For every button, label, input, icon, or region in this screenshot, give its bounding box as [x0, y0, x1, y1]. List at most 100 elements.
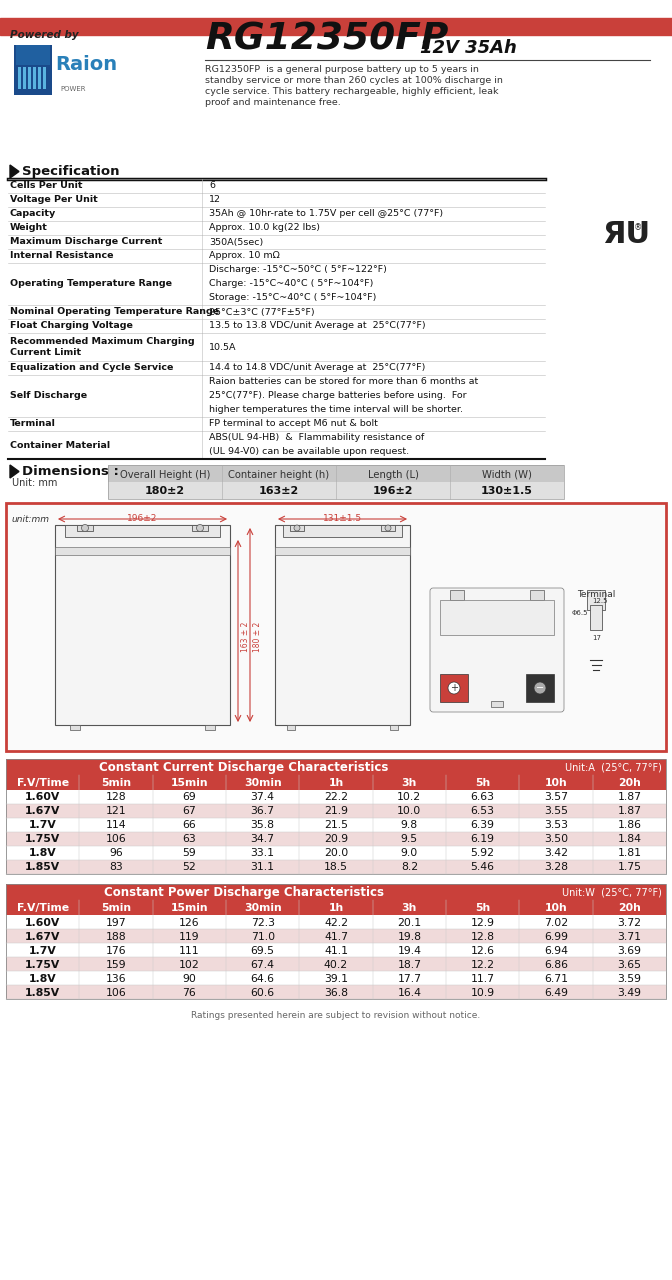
Bar: [14, 45, 52, 95]
Text: 106: 106: [106, 835, 126, 845]
Bar: [6, 846, 666, 860]
Text: ®: ®: [634, 223, 642, 232]
Text: 10.5A: 10.5A: [209, 343, 237, 352]
Text: 52: 52: [183, 863, 196, 873]
Text: 25°C(77°F). Please charge batteries before using.  For: 25°C(77°F). Please charge batteries befo…: [209, 392, 466, 401]
Text: ABS(UL 94-HB)  &  Flammability resistance of: ABS(UL 94-HB) & Flammability resistance …: [209, 434, 424, 443]
Text: 69: 69: [183, 792, 196, 803]
Text: 5h: 5h: [475, 902, 491, 913]
Text: 12.2: 12.2: [470, 960, 495, 969]
Text: 6.63: 6.63: [470, 792, 495, 803]
Text: Charge: -15°C~40°C ( 5°F~104°F): Charge: -15°C~40°C ( 5°F~104°F): [209, 279, 374, 288]
Text: 10.9: 10.9: [470, 987, 495, 997]
Bar: [108, 465, 564, 483]
Text: 35Ah @ 10hr-rate to 1.75V per cell @25°C (77°F): 35Ah @ 10hr-rate to 1.75V per cell @25°C…: [209, 210, 443, 219]
Text: 197: 197: [106, 918, 126, 928]
Bar: [18, 67, 21, 90]
Text: 71.0: 71.0: [251, 932, 275, 942]
Text: 9.0: 9.0: [401, 849, 418, 859]
Text: 1.86: 1.86: [618, 820, 641, 831]
Text: 16.4: 16.4: [397, 987, 421, 997]
Text: 20.9: 20.9: [324, 835, 348, 845]
Text: Storage: -15°C~40°C ( 5°F~104°F): Storage: -15°C~40°C ( 5°F~104°F): [209, 293, 376, 302]
Bar: [381, 525, 395, 531]
Text: 31.1: 31.1: [251, 863, 275, 873]
Text: 1.87: 1.87: [618, 792, 641, 803]
Polygon shape: [10, 165, 19, 178]
Text: 180±2: 180±2: [145, 486, 185, 497]
Text: 128: 128: [106, 792, 126, 803]
Text: 119: 119: [179, 932, 200, 942]
Text: 6.53: 6.53: [470, 806, 495, 817]
Bar: [283, 525, 402, 538]
Text: 121: 121: [106, 806, 126, 817]
Text: 5min: 5min: [101, 778, 131, 788]
Text: 83: 83: [109, 863, 123, 873]
Text: 1.75V: 1.75V: [25, 835, 60, 845]
Text: 21.5: 21.5: [324, 820, 348, 831]
Text: Ratings presented herein are subject to revision without notice.: Ratings presented herein are subject to …: [192, 1010, 480, 1019]
Bar: [390, 724, 398, 730]
Text: Cells Per Unit: Cells Per Unit: [10, 182, 83, 191]
Text: Dimensions :: Dimensions :: [22, 465, 119, 477]
Bar: [33, 67, 36, 90]
Bar: [6, 804, 666, 818]
Text: 136: 136: [106, 974, 126, 983]
Text: 40.2: 40.2: [324, 960, 348, 969]
Bar: [192, 525, 208, 531]
Bar: [43, 67, 46, 90]
Text: 12.8: 12.8: [470, 932, 495, 942]
Text: 90: 90: [182, 974, 196, 983]
Bar: [6, 860, 666, 874]
Text: 1.60V: 1.60V: [25, 918, 60, 928]
Bar: [65, 525, 220, 538]
Text: 20.1: 20.1: [397, 918, 421, 928]
Text: 180 ± 2: 180 ± 2: [253, 622, 262, 652]
Text: unit:mm: unit:mm: [11, 515, 49, 524]
Text: 6.49: 6.49: [544, 987, 568, 997]
Bar: [38, 67, 41, 90]
Text: proof and maintenance free.: proof and maintenance free.: [205, 99, 341, 108]
Text: 6: 6: [209, 182, 215, 191]
Text: 130±1.5: 130±1.5: [481, 486, 533, 497]
Text: 10h: 10h: [544, 902, 567, 913]
Text: 63: 63: [183, 835, 196, 845]
Text: Weight: Weight: [10, 224, 48, 233]
Text: ЯU: ЯU: [602, 220, 650, 250]
Text: 1.7V: 1.7V: [29, 946, 56, 955]
Text: RG12350FP  is a general purpose battery up to 5 years in: RG12350FP is a general purpose battery u…: [205, 65, 479, 74]
Text: 30min: 30min: [244, 778, 282, 788]
Bar: [491, 701, 503, 707]
Circle shape: [385, 525, 391, 531]
Text: 1.8V: 1.8V: [29, 849, 56, 859]
Text: 350A(5sec): 350A(5sec): [209, 238, 263, 247]
Text: 20h: 20h: [618, 778, 641, 788]
Bar: [6, 503, 666, 751]
Text: 15min: 15min: [171, 902, 208, 913]
Text: Container height (h): Container height (h): [228, 470, 329, 480]
Text: 3h: 3h: [402, 902, 417, 913]
Text: RG12350FP: RG12350FP: [205, 20, 448, 58]
Text: Raion: Raion: [55, 55, 117, 74]
Text: Unit: mm: Unit: mm: [12, 477, 57, 488]
Text: 12.9: 12.9: [470, 918, 495, 928]
Text: 1h: 1h: [329, 902, 343, 913]
Text: 20.0: 20.0: [324, 849, 348, 859]
Text: 30min: 30min: [244, 902, 282, 913]
Text: Approx. 10.0 kg(22 lbs): Approx. 10.0 kg(22 lbs): [209, 224, 320, 233]
Text: 1.8V: 1.8V: [29, 974, 56, 983]
Text: (UL 94-V0) can be available upon request.: (UL 94-V0) can be available upon request…: [209, 448, 409, 457]
Text: 25°C±3°C (77°F±5°F): 25°C±3°C (77°F±5°F): [209, 307, 314, 316]
Text: 1.67V: 1.67V: [25, 932, 60, 942]
Text: 18.5: 18.5: [324, 863, 348, 873]
Text: Overall Height (H): Overall Height (H): [120, 470, 210, 480]
Bar: [450, 590, 464, 600]
Text: 37.4: 37.4: [251, 792, 275, 803]
Text: 196±2: 196±2: [127, 515, 158, 524]
Text: 5.92: 5.92: [470, 849, 495, 859]
Bar: [0, 18, 672, 35]
Bar: [6, 759, 666, 774]
Text: Width (W): Width (W): [482, 470, 532, 480]
Text: 20h: 20h: [618, 902, 641, 913]
Text: 36.7: 36.7: [251, 806, 275, 817]
